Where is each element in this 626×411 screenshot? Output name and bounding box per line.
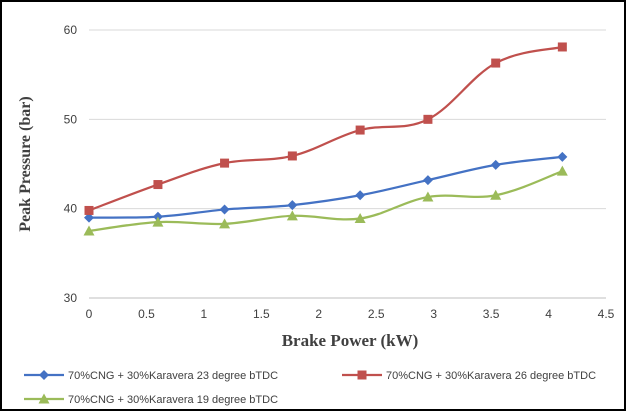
- legend-item-70-cng-30-karavera-23-degree-btdc: 70%CNG + 30%Karavera 23 degree bTDC: [24, 370, 278, 382]
- data-point-70-cng-30-karavera-19-degree-btdc: [490, 189, 502, 200]
- data-point-70-cng-30-karavera-26-degree-btdc: [491, 58, 501, 68]
- axes: 30 40 50 60 0 0.5 1 1.5 2 2.5 3 3.5 4 4.5: [64, 23, 615, 321]
- y-tick-label: 30: [64, 291, 78, 305]
- x-tick-label: 0.5: [138, 307, 155, 321]
- data-point-70-cng-30-karavera-23-degree-btdc: [84, 212, 94, 223]
- data-point-70-cng-30-karavera-26-degree-btdc: [287, 151, 297, 161]
- legend-marker-triangle-icon: [38, 393, 50, 404]
- data-point-70-cng-30-karavera-23-degree-btdc: [287, 200, 298, 211]
- grid: [89, 29, 606, 299]
- legend-marker-diamond-icon: [39, 370, 49, 380]
- data-point-70-cng-30-karavera-23-degree-btdc: [557, 151, 568, 162]
- x-tick-label: 1: [201, 307, 208, 321]
- legend-item-70-cng-30-karavera-19-degree-btdc: 70%CNG + 30%Karavera 19 degree bTDC: [24, 393, 278, 406]
- y-tick-label: 60: [64, 23, 78, 37]
- series-markers: [83, 42, 568, 236]
- x-tick-label: 4: [545, 307, 552, 321]
- series-line-70-cng-30-karavera-26-degree-btdc: [88, 45, 563, 212]
- data-point-70-cng-30-karavera-26-degree-btdc: [355, 125, 365, 135]
- legend-label: 70%CNG + 30%Karavera 23 degree bTDC: [68, 370, 278, 382]
- data-point-70-cng-30-karavera-26-degree-btdc: [84, 205, 94, 215]
- series-line-70-cng-30-karavera-19-degree-btdc: [88, 170, 563, 233]
- legend-item-70-cng-30-karavera-26-degree-btdc: 70%CNG + 30%Karavera 26 degree bTDC: [342, 370, 596, 382]
- x-tick-label: 3.5: [483, 307, 500, 321]
- data-point-70-cng-30-karavera-26-degree-btdc: [153, 180, 163, 190]
- x-axis-title: Brake Power (kW): [282, 331, 419, 350]
- data-point-70-cng-30-karavera-19-degree-btdc: [422, 191, 434, 202]
- legend: 70%CNG + 30%Karavera 23 degree bTDC 70%CN…: [24, 370, 596, 406]
- data-point-70-cng-30-karavera-26-degree-btdc: [220, 158, 230, 168]
- series-lines: [88, 45, 563, 233]
- x-tick-label: 1.5: [253, 307, 270, 321]
- data-point-70-cng-30-karavera-19-degree-btdc: [219, 218, 231, 229]
- series-line-70-cng-30-karavera-23-degree-btdc: [88, 155, 563, 219]
- y-tick-label: 50: [64, 112, 78, 126]
- x-tick-label: 4.5: [598, 307, 615, 321]
- y-tick-label: 40: [64, 202, 78, 216]
- legend-label: 70%CNG + 30%Karavera 19 degree bTDC: [68, 394, 278, 406]
- data-point-70-cng-30-karavera-23-degree-btdc: [355, 190, 366, 201]
- data-point-70-cng-30-karavera-26-degree-btdc: [423, 114, 433, 124]
- data-point-70-cng-30-karavera-23-degree-btdc: [490, 159, 501, 170]
- legend-marker-square-icon: [357, 370, 367, 380]
- data-point-70-cng-30-karavera-26-degree-btdc: [557, 42, 567, 52]
- x-tick-label: 2.5: [368, 307, 385, 321]
- legend-label: 70%CNG + 30%Karavera 26 degree bTDC: [386, 370, 596, 382]
- x-tick-label: 3: [430, 307, 437, 321]
- y-axis-title: Peak Pressure (bar): [17, 96, 34, 231]
- data-point-70-cng-30-karavera-19-degree-btdc: [556, 165, 568, 176]
- x-tick-label: 2: [315, 307, 322, 321]
- data-point-70-cng-30-karavera-23-degree-btdc: [219, 204, 230, 215]
- data-point-70-cng-30-karavera-23-degree-btdc: [422, 175, 433, 186]
- data-point-70-cng-30-karavera-19-degree-btdc: [83, 225, 95, 236]
- x-tick-label: 0: [86, 307, 93, 321]
- data-point-70-cng-30-karavera-19-degree-btdc: [152, 216, 164, 227]
- data-point-70-cng-30-karavera-19-degree-btdc: [354, 212, 366, 223]
- data-point-70-cng-30-karavera-19-degree-btdc: [286, 210, 298, 221]
